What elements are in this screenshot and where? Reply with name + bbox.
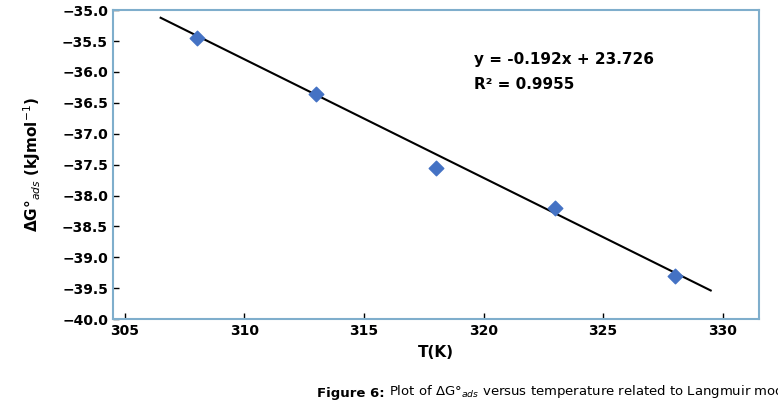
Text: ΔG°$_{ads}$ (kJmol$^{-1}$): ΔG°$_{ads}$ (kJmol$^{-1}$)	[21, 97, 43, 232]
Point	[668, 272, 681, 279]
Text: y = -0.192x + 23.726
R² = 0.9955: y = -0.192x + 23.726 R² = 0.9955	[475, 52, 654, 92]
Point	[191, 35, 203, 41]
X-axis label: T(K): T(K)	[418, 345, 454, 360]
Text: Figure 6:: Figure 6:	[317, 387, 389, 400]
Point	[429, 164, 442, 171]
Text: Plot of ΔG°$_{ads}$ versus temperature related to Langmuir model.: Plot of ΔG°$_{ads}$ versus temperature r…	[389, 383, 778, 400]
Point	[549, 204, 562, 211]
Point	[310, 90, 322, 97]
